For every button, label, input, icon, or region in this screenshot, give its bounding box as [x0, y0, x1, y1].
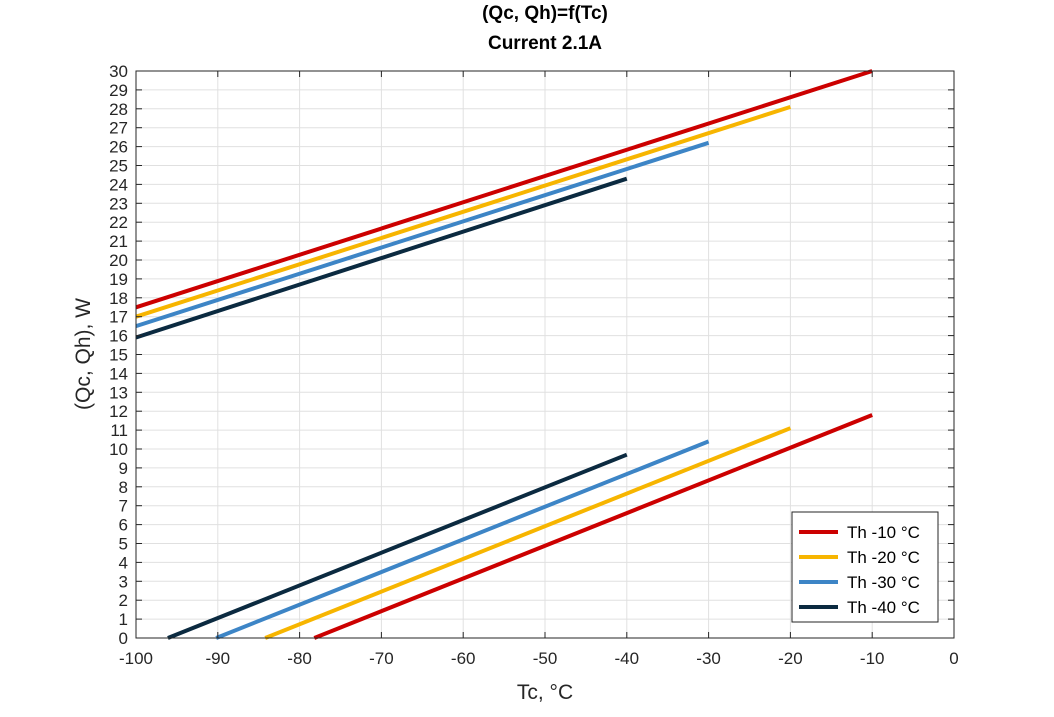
- y-tick-label: 13: [109, 383, 128, 402]
- x-tick-label: -50: [533, 649, 558, 668]
- x-tick-label: -60: [451, 649, 476, 668]
- qc-line-th-30-c: [215, 439, 710, 640]
- y-tick-label: 3: [119, 572, 128, 591]
- x-tick-labels: -100 -90 -80 -70 -60 -50 -40 -30 -20 -10 0: [119, 649, 959, 668]
- legend-label: Th -20 °C: [847, 548, 920, 567]
- y-tick-label: 25: [109, 157, 128, 176]
- y-tick-label: 24: [109, 175, 128, 194]
- y-tick-label: 1: [119, 610, 128, 629]
- y-tick-label: 5: [119, 535, 128, 554]
- y-tick-label: 4: [119, 553, 128, 572]
- y-tick-label: 23: [109, 194, 128, 213]
- x-tick-label: -40: [615, 649, 640, 668]
- qh-line-th-30-c: [135, 140, 710, 329]
- y-tick-label: 15: [109, 346, 128, 365]
- y-tick-label: 29: [109, 81, 128, 100]
- x-tick-label: -90: [206, 649, 231, 668]
- x-tick-label: -70: [369, 649, 394, 668]
- y-tick-label: 22: [109, 213, 128, 232]
- x-tick-label: -80: [287, 649, 312, 668]
- y-tick-label: 6: [119, 516, 128, 535]
- qc-line-th-20-c: [264, 426, 792, 640]
- y-tick-label: 14: [109, 364, 128, 383]
- y-tick-label: 10: [109, 440, 128, 459]
- y-tick-label: 26: [109, 138, 128, 157]
- y-tick-label: 30: [109, 62, 128, 81]
- ticks: [135, 70, 955, 639]
- series-layer: [135, 69, 873, 640]
- x-tick-label: -20: [778, 649, 803, 668]
- y-tick-label: 18: [109, 289, 128, 308]
- y-tick-label: 28: [109, 100, 128, 119]
- legend-label: Th -40 °C: [847, 598, 920, 617]
- y-tick-label: 8: [119, 478, 128, 497]
- y-tick-label: 27: [109, 119, 128, 138]
- qc-line-th-10-c: [313, 413, 873, 640]
- y-axis-label: (Qc, Qh), W: [72, 298, 95, 410]
- x-tick-label: -10: [860, 649, 885, 668]
- y-tick-labels: 0123456789101112131415161718192021222324…: [109, 62, 128, 648]
- legend-label: Th -30 °C: [847, 573, 920, 592]
- y-tick-label: 17: [109, 308, 128, 327]
- y-tick-label: 11: [110, 421, 128, 440]
- qh-line-th-40-c: [135, 176, 628, 340]
- y-tick-label: 9: [119, 459, 128, 478]
- y-tick-label: 19: [109, 270, 128, 289]
- y-tick-label: 21: [109, 232, 128, 251]
- y-tick-label: 16: [109, 327, 128, 346]
- y-tick-label: 2: [119, 591, 128, 610]
- x-tick-label: 0: [949, 649, 958, 668]
- qh-line-th-20-c: [135, 104, 792, 319]
- x-tick-label: -30: [696, 649, 721, 668]
- x-axis-label: Tc, °C: [517, 681, 573, 704]
- chart-title: (Qc, Qh)=f(Tc): [482, 3, 608, 24]
- qh-line-th-10-c: [135, 69, 873, 310]
- y-tick-label: 12: [109, 402, 128, 421]
- y-tick-label: 7: [119, 497, 128, 516]
- legend: Th -10 °C Th -20 °C Th -30 °C Th -40 °C: [791, 511, 939, 623]
- chart-subtitle: Current 2.1A: [488, 33, 602, 54]
- qc-line-th-40-c: [167, 452, 628, 640]
- legend-label: Th -10 °C: [847, 523, 920, 542]
- x-tick-label: -100: [119, 649, 153, 668]
- y-tick-label: 20: [109, 251, 128, 270]
- y-tick-label: 0: [119, 629, 128, 648]
